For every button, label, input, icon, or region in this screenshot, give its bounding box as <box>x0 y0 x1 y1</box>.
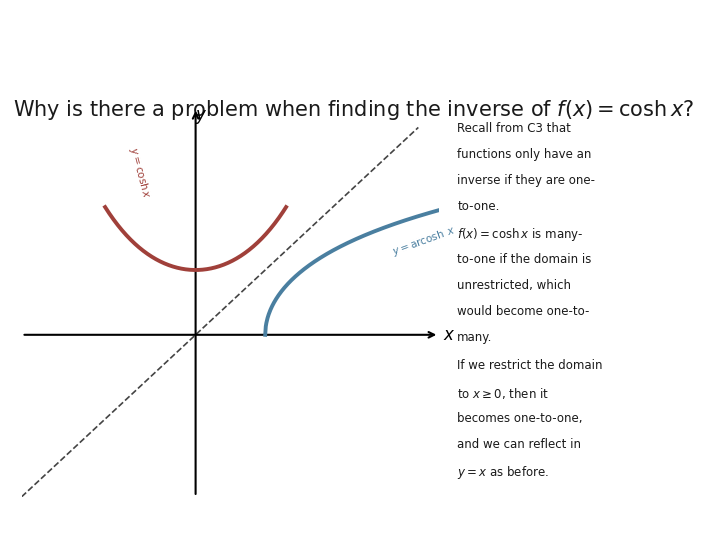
Text: to $x \geq 0$, then it: to $x \geq 0$, then it <box>457 386 549 401</box>
Text: $f(x) = \cosh x$ is many-: $f(x) = \cosh x$ is many- <box>457 226 584 244</box>
Text: Recall from C3 that: Recall from C3 that <box>457 122 571 135</box>
Text: inverse if they are one-: inverse if they are one- <box>457 174 595 187</box>
Text: If we restrict the domain: If we restrict the domain <box>457 360 603 373</box>
Text: to-one if the domain is: to-one if the domain is <box>457 253 592 266</box>
Text: would become one-to-: would become one-to- <box>457 305 590 318</box>
Text: many.: many. <box>457 331 492 344</box>
Text: $y = x$ as before.: $y = x$ as before. <box>457 464 549 481</box>
Text: becomes one-to-one,: becomes one-to-one, <box>457 411 582 424</box>
Text: Why is there a problem when finding the inverse of $f(x) = \cosh x$?: Why is there a problem when finding the … <box>13 98 694 122</box>
Text: $x$: $x$ <box>443 326 455 344</box>
Text: functions only have an: functions only have an <box>457 148 592 161</box>
Text: Inverse Hyperbolic Functions: Inverse Hyperbolic Functions <box>13 21 454 50</box>
Text: $y = \cosh x$: $y = \cosh x$ <box>126 145 153 200</box>
Text: to-one.: to-one. <box>457 200 500 213</box>
Text: $y$: $y$ <box>195 108 207 126</box>
Text: unrestricted, which: unrestricted, which <box>457 279 571 292</box>
Text: $y = \operatorname{arcosh}\ x$: $y = \operatorname{arcosh}\ x$ <box>390 223 459 259</box>
Text: and we can reflect in: and we can reflect in <box>457 438 581 451</box>
